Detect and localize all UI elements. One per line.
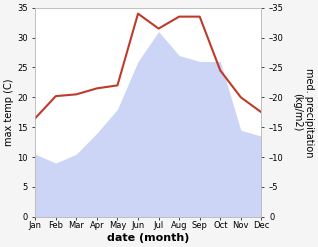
- Y-axis label: med. precipitation
(kg/m2): med. precipitation (kg/m2): [292, 67, 314, 157]
- X-axis label: date (month): date (month): [107, 233, 190, 243]
- Y-axis label: max temp (C): max temp (C): [4, 79, 14, 146]
